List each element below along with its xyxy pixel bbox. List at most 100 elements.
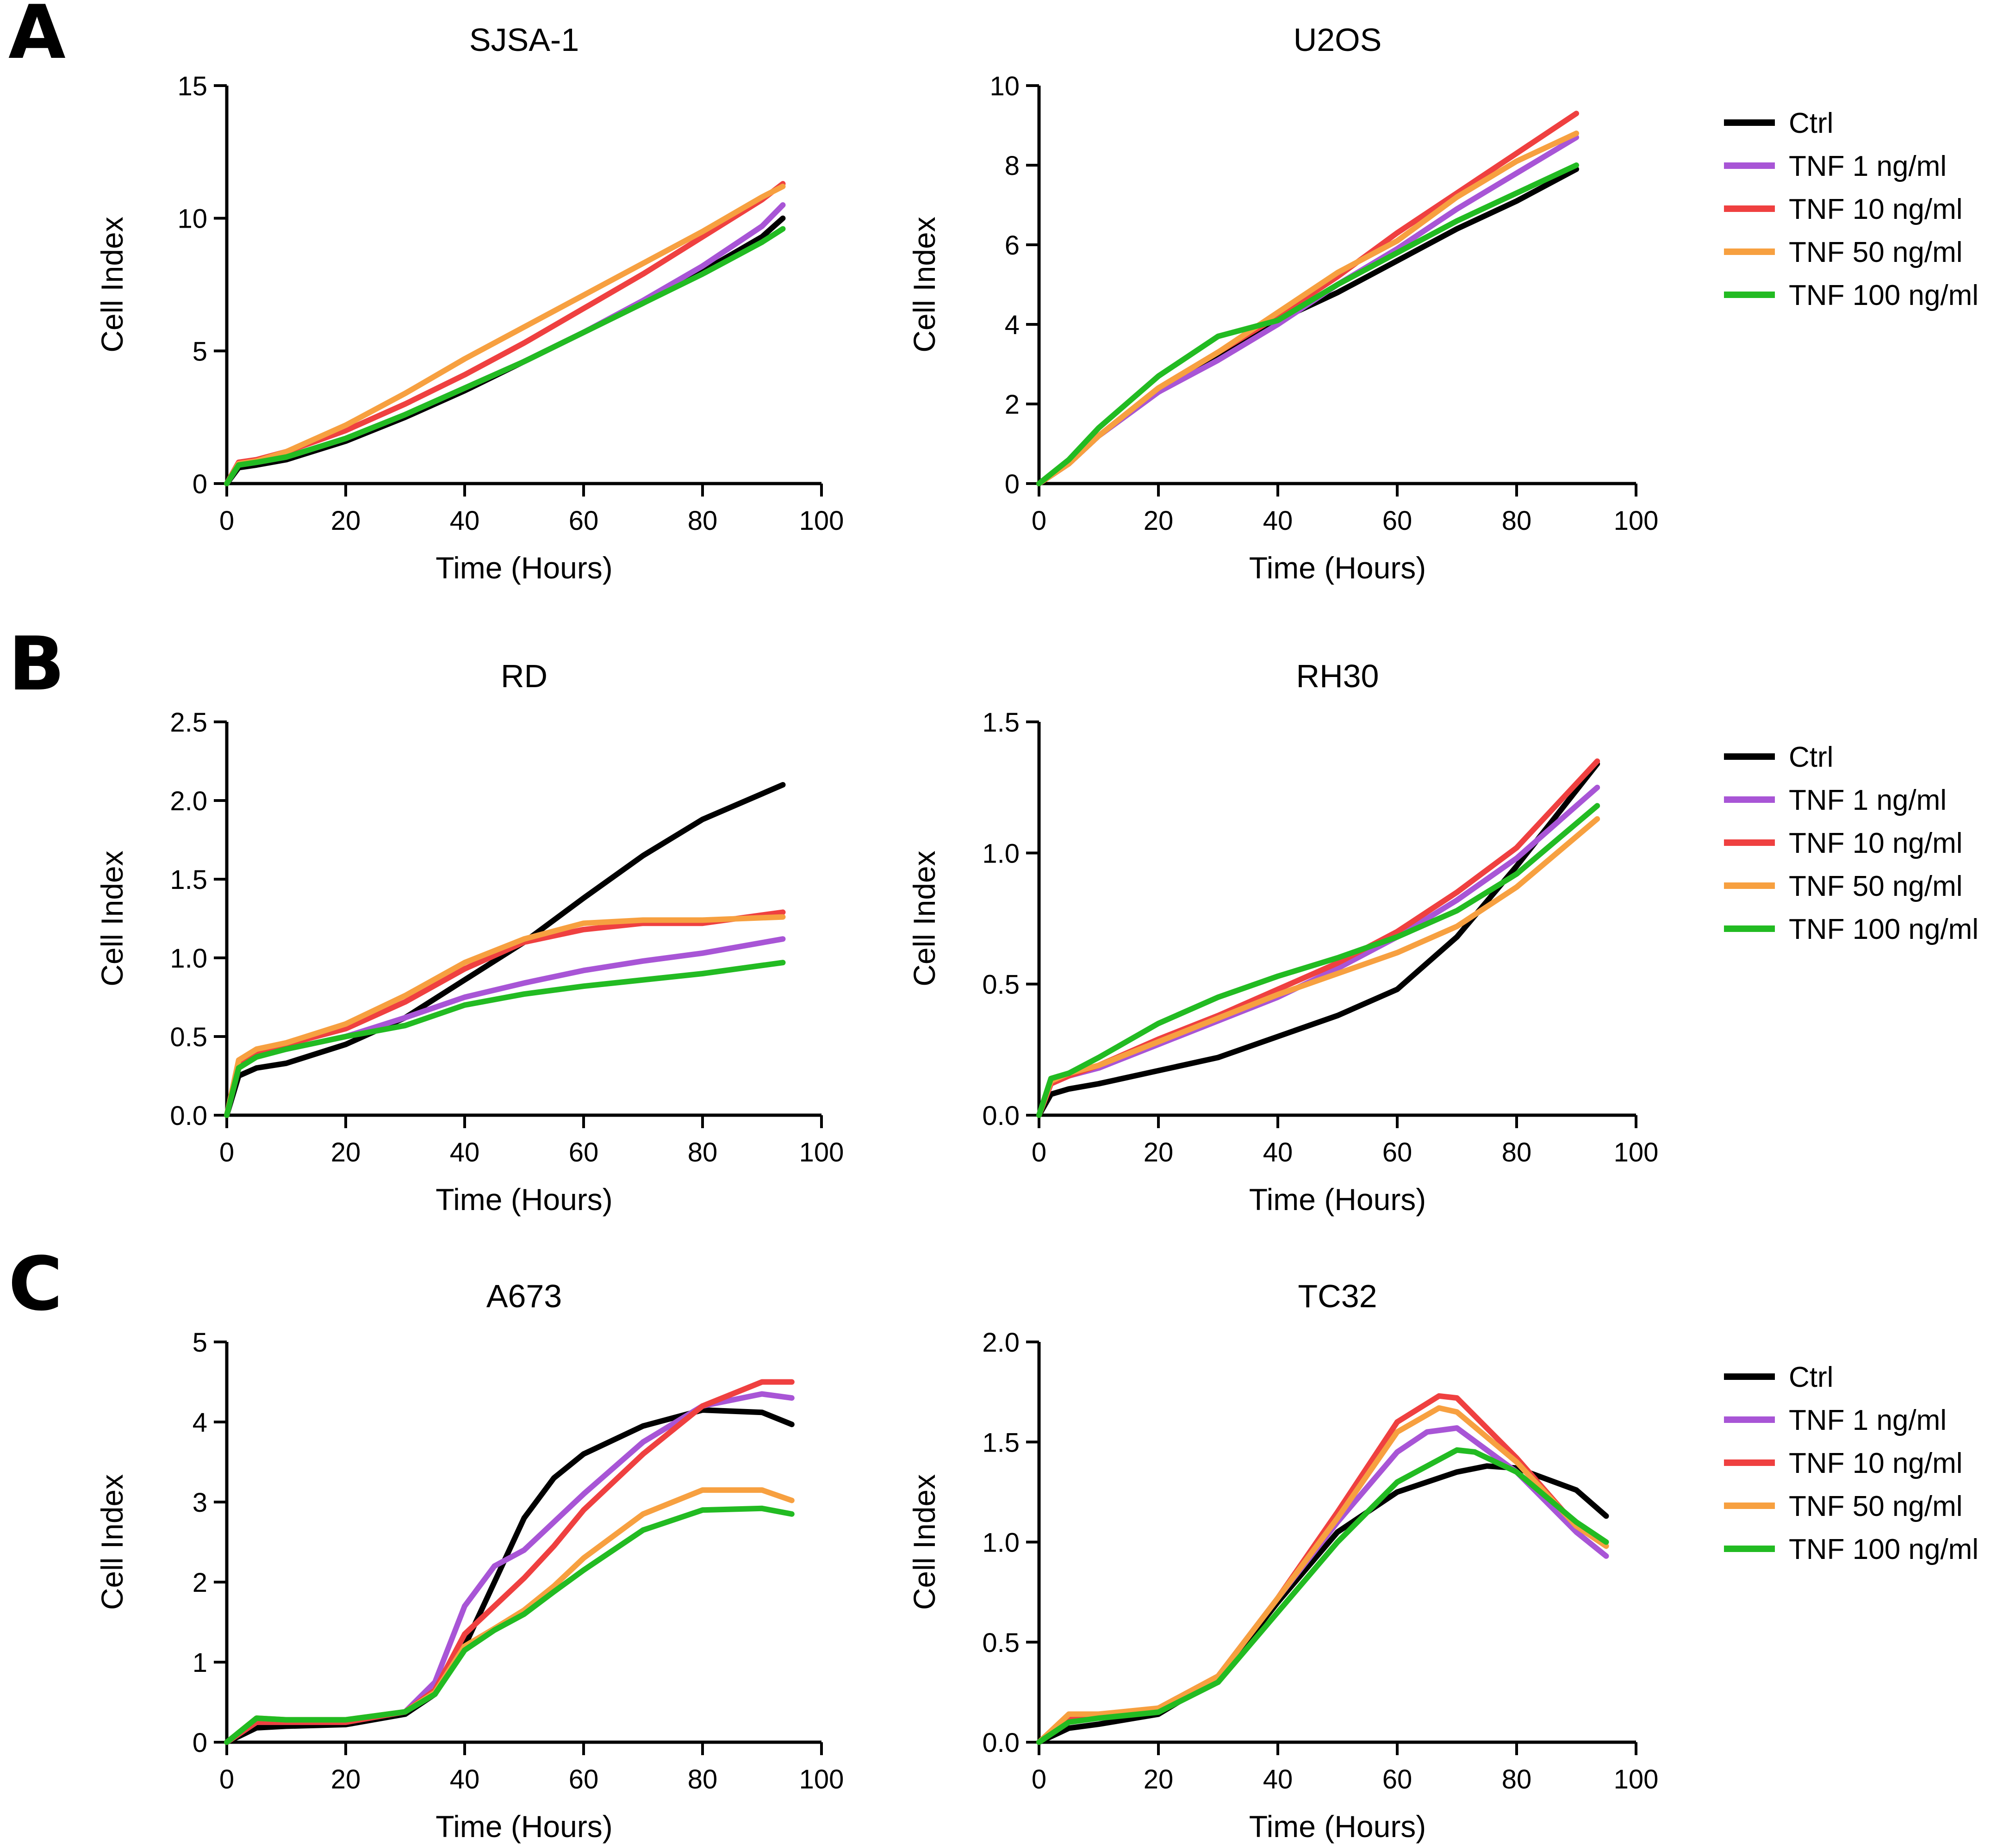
y-tick-label: 6 [1005,230,1020,261]
x-tick-label: 40 [450,506,480,536]
series-line-tnf-10-ng-ml [1036,758,1600,1118]
x-tick-label: 100 [1614,506,1659,536]
x-tick-label: 40 [1263,1137,1293,1167]
x-tick-label: 20 [331,1764,361,1794]
x-tick-label: 100 [799,1137,844,1167]
y-tick-label: 1 [193,1648,207,1678]
series-line-ctrl [1036,761,1600,1118]
y-tick-label: 1.0 [982,1528,1020,1558]
series-line-tnf-100-ng-ml [1036,803,1600,1118]
y-tick-label: 1.5 [982,708,1020,738]
chart-title: TC32 [1298,1278,1377,1314]
y-axis-label: Cell Index [95,217,129,353]
x-tick-label: 40 [1263,1764,1293,1794]
series-line-tnf-10-ng-ml [224,909,786,1118]
y-tick-label: 2.0 [982,1328,1020,1358]
x-tick-label: 20 [1144,1764,1174,1794]
x-tick-label: 0 [1032,506,1046,536]
series-line-tnf-50-ng-ml [1036,1405,1609,1745]
x-tick-label: 0 [219,1137,234,1167]
x-tick-label: 60 [569,1764,599,1794]
chart-rd: RD 0 20 40 60 80 100 0.0 0.5 1.0 1.5 2.0 2.5 Time (Ho… [95,658,844,1217]
x-tick-label: 100 [799,506,844,536]
x-tick-label: 80 [1502,1137,1532,1167]
series-line-tnf-10-ng-ml [1036,1393,1609,1745]
x-axis-label: Time (Hours) [1249,1182,1426,1217]
chart-title: RH30 [1296,658,1379,694]
x-axis-label: Time (Hours) [1249,551,1426,585]
y-tick-label: 0.0 [982,1101,1020,1131]
x-tick-label: 60 [1382,1137,1412,1167]
chart-sjsa-1: SJSA-1 0 20 40 60 80 100 0 5 10 15 Time (Hours) Cell… [95,22,844,585]
legend-label-tnf-10-ng-ml: TNF 10 ng/ml [1789,1447,1963,1479]
series-line-tnf-50-ng-ml [224,183,786,486]
chart-a673: A673 0 20 40 60 80 100 0 1 2 3 4 5 Time (Hours) Cell I… [95,1278,844,1844]
y-tick-label: 1.0 [982,838,1020,869]
legend-label-tnf-1-ng-ml: TNF 1 ng/ml [1789,1404,1947,1436]
y-tick-label: 4 [193,1408,207,1438]
chart-title: A673 [486,1278,562,1314]
panel-label-c: C [8,1241,62,1327]
x-axis-label: Time (Hours) [436,1182,613,1217]
legend-label-tnf-100-ng-ml: TNF 100 ng/ml [1789,913,1979,945]
y-tick-label: 10 [177,204,207,234]
x-tick-label: 0 [1032,1764,1046,1794]
y-tick-label: 5 [193,336,207,366]
legend: Ctrl TNF 1 ng/ml TNF 10 ng/ml TNF 50 ng/ml T… [1724,1361,1979,1565]
x-tick-label: 40 [450,1764,480,1794]
legend-label-tnf-50-ng-ml: TNF 50 ng/ml [1789,1490,1963,1522]
y-tick-label: 1.0 [170,944,207,974]
x-tick-label: 100 [1614,1764,1659,1794]
legend: Ctrl TNF 1 ng/ml TNF 10 ng/ml TNF 50 ng/ml T… [1724,741,1979,945]
y-axis-label: Cell Index [907,851,941,987]
series-line-tnf-100-ng-ml [224,1505,795,1745]
y-tick-label: 2.0 [170,786,207,816]
x-axis-label: Time (Hours) [436,1809,613,1844]
y-tick-label: 2 [1005,390,1020,420]
x-tick-label: 0 [1032,1137,1046,1167]
legend-label-tnf-100-ng-ml: TNF 100 ng/ml [1789,1534,1979,1565]
series-line-tnf-100-ng-ml [1036,1447,1609,1745]
panel-label-a: A [8,0,66,75]
chart-u2os: U2OS 0 20 40 60 80 100 0 2 4 6 8 10 Time (Hours) Cell … [907,22,1979,585]
series-line-tnf-50-ng-ml [224,1487,795,1745]
series-line-tnf-50-ng-ml [1036,130,1579,486]
series-line-tnf-100-ng-ml [224,960,786,1118]
y-axis-label: Cell Index [907,217,941,353]
series-line-tnf-100-ng-ml [1036,162,1579,486]
legend-label-ctrl: Ctrl [1789,741,1833,773]
x-tick-label: 80 [688,506,718,536]
legend-label-tnf-100-ng-ml: TNF 100 ng/ml [1789,279,1979,311]
y-tick-label: 0 [1005,469,1020,499]
x-tick-label: 100 [1614,1137,1659,1167]
y-axis-label: Cell Index [95,851,129,987]
series-line-ctrl [1036,1463,1609,1745]
x-tick-label: 20 [1144,1137,1174,1167]
legend-label-tnf-50-ng-ml: TNF 50 ng/ml [1789,236,1963,268]
y-tick-label: 2.5 [170,708,207,738]
x-tick-label: 100 [799,1764,844,1794]
chart-rh30: RH30 0 20 40 60 80 100 0.0 0.5 1.0 1.5 Time (Hours)… [907,658,1979,1217]
x-tick-label: 80 [1502,506,1532,536]
y-tick-label: 0.0 [982,1728,1020,1758]
series-line-ctrl [1036,166,1579,486]
y-tick-label: 0.5 [982,970,1020,1000]
y-tick-label: 5 [193,1328,207,1358]
x-tick-label: 40 [1263,506,1293,536]
x-tick-label: 20 [331,1137,361,1167]
chart-title: U2OS [1294,22,1382,58]
y-tick-label: 10 [989,71,1020,101]
series-line-tnf-100-ng-ml [224,226,786,486]
series-line-tnf-10-ng-ml [1036,111,1579,486]
x-axis-label: Time (Hours) [436,551,613,585]
y-axis-label: Cell Index [95,1474,129,1610]
y-tick-label: 8 [1005,151,1020,181]
y-tick-label: 2 [193,1568,207,1598]
y-tick-label: 1.5 [170,865,207,895]
chart-title: SJSA-1 [469,22,579,58]
x-tick-label: 80 [688,1137,718,1167]
y-tick-label: 4 [1005,310,1020,340]
y-tick-label: 15 [177,71,207,101]
x-tick-label: 20 [1144,506,1174,536]
